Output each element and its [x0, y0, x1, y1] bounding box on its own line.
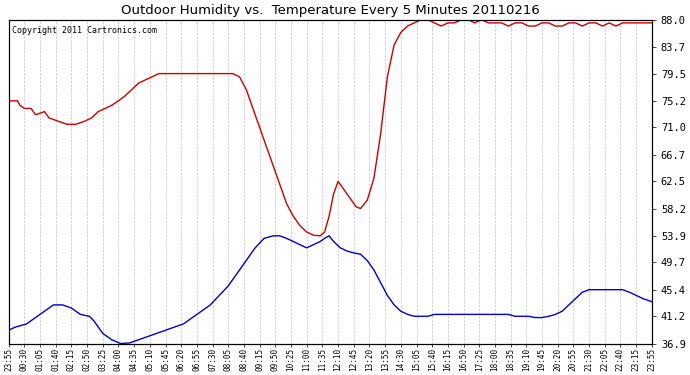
Title: Outdoor Humidity vs.  Temperature Every 5 Minutes 20110216: Outdoor Humidity vs. Temperature Every 5… — [121, 4, 540, 17]
Text: Copyright 2011 Cartronics.com: Copyright 2011 Cartronics.com — [12, 26, 157, 35]
